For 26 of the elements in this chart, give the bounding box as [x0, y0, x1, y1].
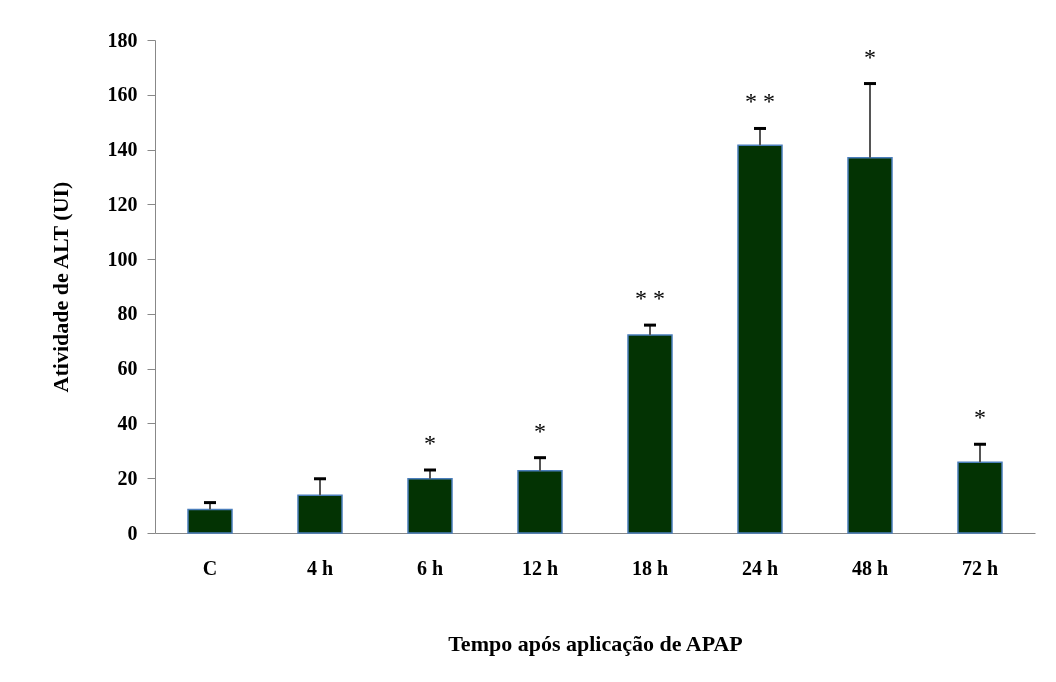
y-tick-label: 100 — [107, 247, 138, 270]
y-tick-label: 120 — [107, 192, 138, 215]
y-tick-label: 0 — [127, 521, 138, 544]
y-tick-label: 40 — [117, 411, 138, 434]
annotation: * — [974, 404, 986, 431]
x-tick-label: 6 h — [416, 556, 444, 579]
annotation: * — [534, 417, 546, 444]
annotation: * — [864, 43, 876, 70]
y-tick-label: 20 — [117, 466, 138, 489]
annotation: * — [424, 430, 436, 457]
x-tick-label: 4 h — [306, 556, 334, 579]
x-tick-label: 48 h — [851, 556, 889, 579]
x-tick-label: 12 h — [521, 556, 559, 579]
y-tick-label: 180 — [107, 28, 138, 51]
y-axis-title: Atividade de ALT (UI) — [47, 181, 73, 393]
x-tick-label: C — [202, 556, 218, 579]
x-tick-label: 24 h — [741, 556, 779, 579]
x-tick-label: 18 h — [631, 556, 669, 579]
y-tick-label: 60 — [117, 357, 138, 380]
x-axis-title: Tempo após aplicação de APAP — [448, 630, 743, 656]
y-tick-label: 140 — [107, 138, 138, 161]
x-tick-label: 72 h — [961, 556, 999, 579]
annotation: * * — [635, 285, 665, 312]
annotation: * * — [745, 88, 775, 115]
y-tick-label: 80 — [117, 302, 138, 325]
y-tick-label: 160 — [107, 83, 138, 106]
